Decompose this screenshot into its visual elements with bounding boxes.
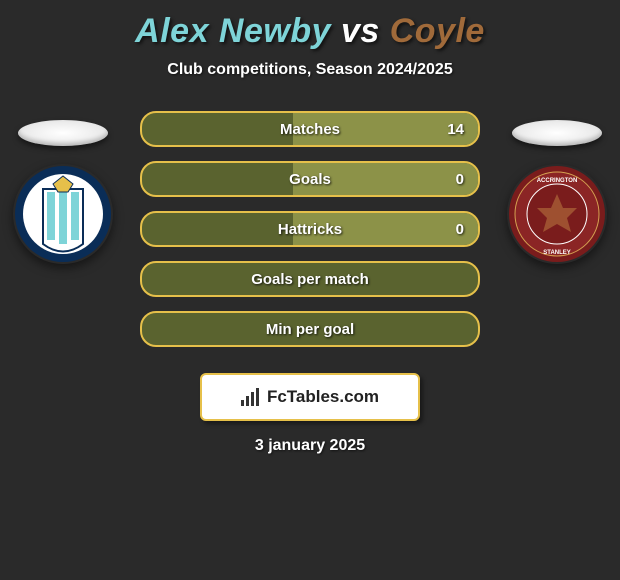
stat-value-right: 0 bbox=[456, 221, 464, 238]
player2-token bbox=[512, 120, 602, 146]
svg-text:ACCRINGTON: ACCRINGTON bbox=[537, 178, 578, 184]
stat-label: Min per goal bbox=[266, 321, 354, 338]
comparison-title: Alex Newby vs Coyle bbox=[0, 12, 620, 51]
chart-icon bbox=[241, 388, 259, 406]
left-column bbox=[8, 120, 118, 264]
stat-value-right: 14 bbox=[447, 121, 464, 138]
date-label: 3 january 2025 bbox=[0, 437, 620, 455]
player2-name: Coyle bbox=[390, 12, 485, 50]
svg-text:STANLEY: STANLEY bbox=[543, 250, 571, 256]
stat-label: Matches bbox=[280, 121, 340, 138]
subtitle: Club competitions, Season 2024/2025 bbox=[0, 61, 620, 79]
stat-bar: Min per goal bbox=[140, 311, 480, 347]
colchester-crest-icon bbox=[13, 164, 113, 264]
stat-bar: Goals per match bbox=[140, 261, 480, 297]
stat-bar: Hattricks 0 bbox=[140, 211, 480, 247]
vs-separator: vs bbox=[341, 12, 380, 50]
accrington-crest-icon: ACCRINGTON STANLEY bbox=[507, 164, 607, 264]
club-badge-left bbox=[13, 164, 113, 264]
stat-label: Goals bbox=[289, 171, 331, 188]
player1-token bbox=[18, 120, 108, 146]
stat-label: Goals per match bbox=[251, 271, 369, 288]
stat-value-right: 0 bbox=[456, 171, 464, 188]
player1-name: Alex Newby bbox=[135, 12, 331, 50]
stat-label: Hattricks bbox=[278, 221, 342, 238]
club-badge-right: ACCRINGTON STANLEY bbox=[507, 164, 607, 264]
brand-text: FcTables.com bbox=[267, 387, 379, 407]
stat-bar: Goals 0 bbox=[140, 161, 480, 197]
stat-bar: Matches 14 bbox=[140, 111, 480, 147]
right-column: ACCRINGTON STANLEY bbox=[502, 120, 612, 264]
brand-box[interactable]: FcTables.com bbox=[200, 373, 420, 421]
